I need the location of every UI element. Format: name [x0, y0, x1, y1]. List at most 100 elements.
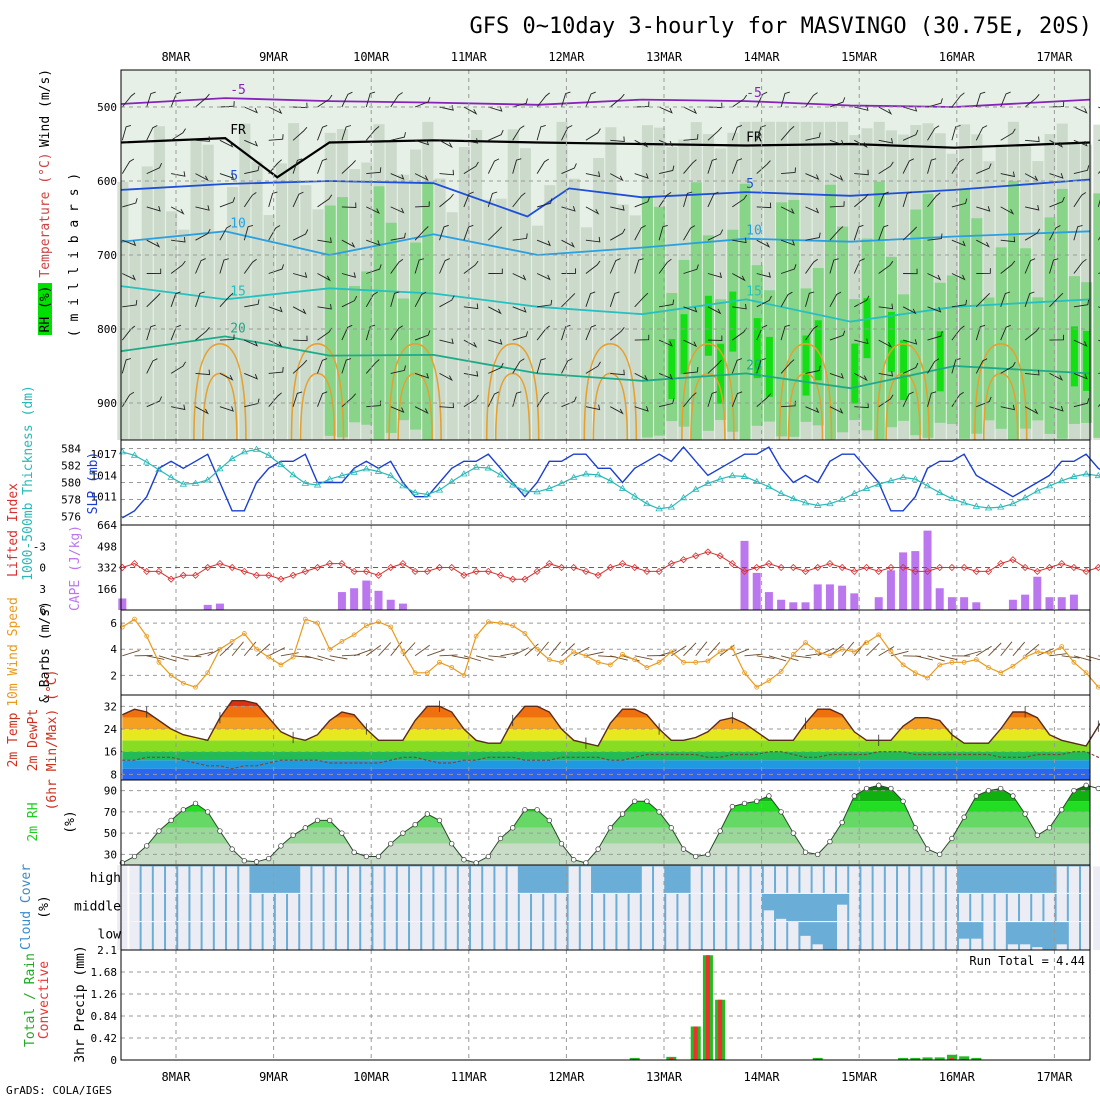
- thickness-marker: [496, 471, 505, 478]
- wind-speed-marker: [1059, 644, 1065, 650]
- rh-column-moist: [1044, 217, 1056, 434]
- wind-barb: [927, 391, 937, 407]
- rh-column-saturated: [802, 335, 810, 396]
- cloud-gap: [410, 921, 421, 950]
- cloud-gap: [336, 866, 348, 894]
- wind-barb: [195, 291, 205, 307]
- rh-marker: [827, 838, 833, 845]
- date-label-top: 17MAR: [1036, 50, 1073, 64]
- surface-wind-barb: [634, 655, 653, 660]
- rh-marker: [558, 841, 565, 847]
- rh-column-moist: [349, 285, 361, 423]
- wind-barb: [707, 229, 724, 241]
- wind-barb: [122, 239, 137, 247]
- wind-barb: [122, 198, 138, 208]
- precip-convective-bar: [705, 955, 710, 1060]
- thickness-marker: [484, 464, 493, 471]
- wind-barb: [195, 228, 211, 241]
- wind-barb: [487, 191, 498, 208]
- date-label-bottom: 8MAR: [162, 1070, 192, 1084]
- surface-wind-barb: [841, 641, 855, 657]
- cloud-gap: [263, 893, 274, 922]
- rh-column: [251, 161, 263, 440]
- surface-wind-barb: [122, 649, 140, 657]
- temperature-contour--5: [120, 97, 1091, 108]
- rh-column-saturated: [668, 339, 676, 400]
- wind-barb: [463, 106, 478, 115]
- wind-barb: [341, 91, 353, 108]
- wind-barb: [951, 299, 968, 308]
- wind-barb: [341, 358, 352, 374]
- lifted-index-marker: [801, 567, 810, 575]
- wind-barb: [292, 191, 304, 208]
- rh-column-moist: [324, 205, 336, 436]
- rh-column-saturated: [753, 318, 761, 379]
- cape-bar: [374, 590, 383, 610]
- lifted-index-marker: [167, 575, 175, 583]
- rh-column-moist: [910, 209, 922, 436]
- temperature-contour-10: [120, 230, 1091, 256]
- wind-barb: [268, 392, 282, 407]
- thickness-marker: [1009, 499, 1017, 507]
- run-total-annotation: Run Total = 4.44: [969, 954, 1085, 968]
- rh-column-moist: [959, 188, 971, 439]
- surface-wind-barb: [1012, 641, 1026, 657]
- wind-barb: [536, 198, 553, 208]
- cloud-gap: [605, 921, 616, 950]
- date-label-bottom: 15MAR: [841, 1070, 878, 1084]
- wind-barb: [439, 295, 455, 308]
- thickness-marker: [692, 485, 700, 492]
- lifted-index-tick-label: 0: [39, 562, 46, 575]
- surface-wind-barb: [744, 653, 763, 657]
- wind-barb: [878, 106, 893, 115]
- surface-wind-barb: [707, 642, 721, 657]
- lifted-index-marker: [423, 567, 431, 575]
- cloud-gap: [422, 866, 433, 894]
- rh-marker: [424, 811, 430, 817]
- wind-barb: [1000, 324, 1011, 341]
- lifted-index-marker: [509, 575, 517, 583]
- date-labels-bottom: 8MAR 9MAR 10MAR 11MAR 12MAR 13MAR 14MAR 15MAR 16…: [162, 1070, 1074, 1084]
- precip-total-bar: [934, 1057, 945, 1060]
- wind-barb: [902, 362, 919, 374]
- temp-tick-label: 8: [110, 768, 117, 781]
- rh-marker: [180, 807, 186, 813]
- wind-barb: [829, 139, 844, 146]
- rh-column: [202, 144, 214, 441]
- temp-ylabel-temp: 2m Temp: [6, 712, 21, 767]
- lifted-index-marker: [618, 560, 627, 568]
- wind-barb: [1024, 291, 1035, 307]
- wind-barb: [439, 169, 454, 176]
- rh-marker: [546, 817, 552, 824]
- wind-speed-marker: [144, 633, 150, 639]
- cloud-gap: [495, 921, 506, 950]
- wind-barb: [1073, 192, 1087, 208]
- rh-marker: [571, 857, 577, 863]
- pressure-tick-label: 900: [97, 397, 117, 410]
- wind-barb: [658, 224, 668, 241]
- surface-wind-barb: [976, 645, 992, 657]
- wind-barb: [463, 161, 479, 174]
- cloud-gap: [410, 893, 421, 922]
- wind-barb: [707, 391, 718, 407]
- wind-barb: [121, 124, 132, 141]
- wind-barb: [951, 158, 964, 174]
- cloud-gap: [532, 893, 543, 922]
- rh-marker: [888, 785, 894, 792]
- temp-band: [122, 700, 1090, 707]
- thickness-tick-label: 582: [61, 460, 81, 473]
- cloud-gap: [458, 893, 470, 922]
- wind-barb: [341, 393, 357, 408]
- rh-marker: [339, 830, 345, 836]
- lifted-index-marker: [1033, 567, 1041, 575]
- rh-marker: [217, 828, 223, 834]
- wind-barb: [146, 358, 158, 374]
- cloud-gap: [434, 921, 445, 950]
- rh-marker: [412, 821, 418, 828]
- thickness-marker: [997, 503, 1005, 510]
- wind-barb: [1049, 101, 1065, 108]
- date-label-bottom: 9MAR: [259, 1070, 289, 1084]
- cloud-gap: [727, 921, 738, 950]
- temp-tick-label: 16: [104, 746, 117, 759]
- rh-column: [507, 129, 519, 440]
